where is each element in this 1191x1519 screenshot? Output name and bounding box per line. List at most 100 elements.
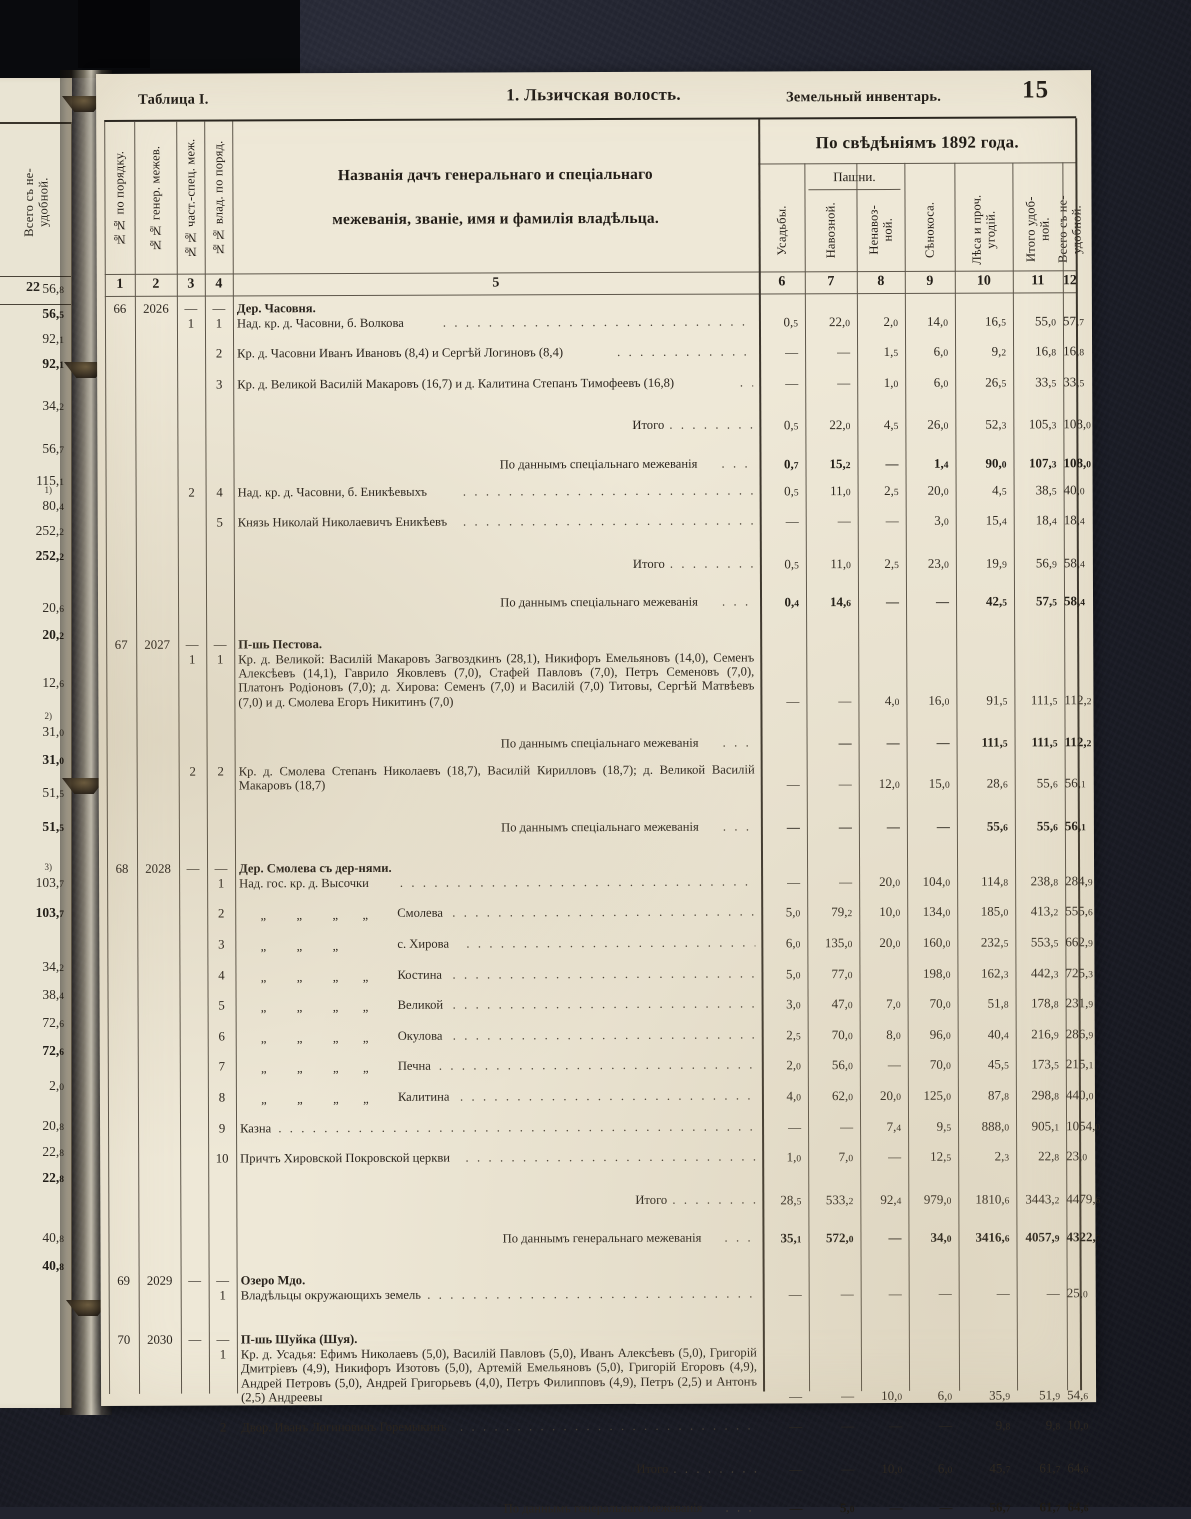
measure-value: — <box>789 1499 803 1515</box>
land-inventory-table: По свѣдѣніямъ 1892 года. Названія дачъ ге… <box>104 116 1101 1515</box>
measure-value: 555,6 <box>1065 903 1093 919</box>
general-survey-label: По даннымъ генеральнаго межеванія <box>502 1231 702 1246</box>
measure-value: 11,0 <box>830 482 851 498</box>
entry-owner-number: 1 <box>219 1288 226 1303</box>
entry-owner-description: Князь Николай Николаевичъ Еникѣевъ <box>237 514 448 530</box>
measure-column-header-label: Сѣнокоса. <box>922 201 937 258</box>
section-special-survey-number: — <box>188 1273 202 1288</box>
measure-value: 18,4 <box>1063 512 1085 528</box>
measure-value: 33,5 <box>1035 374 1057 390</box>
section-special-survey-number: — <box>185 637 199 652</box>
measure-value: 1,0 <box>786 1149 802 1165</box>
measure-value: 4479,6 <box>1066 1190 1101 1207</box>
section-heading: Дер. Часовня. <box>236 301 316 316</box>
measure-value: — <box>885 455 899 471</box>
entry-place-name: Смолева <box>397 906 444 921</box>
measure-value: 15,2 <box>829 456 851 472</box>
entry-owner-description: Кр. д. Великой: Василій Макаровъ Загвозд… <box>238 650 755 710</box>
measure-value: 10,0 <box>1067 1418 1089 1433</box>
entry-owner-number: 4 <box>216 485 223 500</box>
measure-value: — <box>838 735 852 751</box>
dot-leader: . . . . . . . . . . . . . . . . . <box>669 417 754 433</box>
measure-value: — <box>1046 1284 1060 1300</box>
measure-value: 23,0 <box>927 555 949 571</box>
measure-column-header-label: Усадьбы. <box>774 205 789 256</box>
measure-value: 55,0 <box>1034 312 1056 328</box>
measure-value: — <box>837 344 851 360</box>
measure-value: 2,0 <box>786 1057 801 1073</box>
measure-value: 2,0 <box>883 313 898 329</box>
dot-leader: . . . . . . . . . . . . . . . . . . . . … <box>442 314 753 330</box>
entry-owner-number: 3 <box>218 937 225 952</box>
section-owner-number: — <box>216 1332 230 1347</box>
measure-value: 33,5 <box>1063 374 1085 390</box>
table-horizontal-rule <box>808 188 901 191</box>
measure-column-header-label: Навозной. <box>823 202 838 259</box>
ditto-mark: „ <box>296 1031 303 1046</box>
measure-value: 96,0 <box>929 1026 951 1042</box>
measure-value: 26,0 <box>927 417 949 433</box>
measure-value: 3443,2 <box>1025 1191 1060 1207</box>
measure-value: 58,4 <box>1063 555 1085 571</box>
dot-leader: . . . . . . . . . . . . . . . . . . . . … <box>452 966 756 982</box>
measure-value: 7,4 <box>886 1118 902 1134</box>
dot-leader: . . . . . . . <box>724 1230 756 1245</box>
section-owner-number: — <box>212 301 226 316</box>
measure-value: — <box>841 1388 855 1404</box>
numbering-column-header: №№ влад. по поряд. <box>204 127 233 269</box>
measure-value: — <box>939 1499 953 1515</box>
entry-owner-description: Кр. д. Усадья: Ефимъ Николаевъ (5,0), Ва… <box>240 1345 758 1405</box>
entry-owner-description: Кр. д. Часовни Иванъ Ивановъ (8,4) и Сер… <box>237 345 564 361</box>
measure-value: 34,0 <box>930 1230 952 1246</box>
measure-value: 3,0 <box>786 996 801 1012</box>
dot-leader: . . . <box>739 375 753 390</box>
section-heading: Дер. Смолева съ дер-нями. <box>239 861 392 876</box>
ditto-mark: „ <box>332 1030 339 1045</box>
entry-owner-number: 2 <box>217 764 224 779</box>
measure-value: 10,0 <box>881 1460 903 1476</box>
ditto-mark: „ <box>260 1061 267 1076</box>
measure-value: — <box>840 1118 854 1134</box>
special-survey-label: По даннымъ спеціальнаго межеванія <box>499 456 698 472</box>
measure-value: — <box>841 1461 855 1477</box>
dot-leader: . . . . . . . . . . . . . . . . . . . . … <box>462 483 754 499</box>
section-order-number: 68 <box>115 862 129 877</box>
section-heading: Озеро Мдо. <box>240 1273 306 1288</box>
page-number: 15 <box>1022 76 1050 104</box>
column-number: 4 <box>215 276 223 292</box>
measure-value: 20,0 <box>879 873 901 889</box>
measure-value: — <box>996 1285 1010 1301</box>
entry-owner-description: Над. кр. д. Часовни, б. Волкова <box>236 315 404 331</box>
measure-value: 57,7 <box>1062 312 1084 328</box>
measure-value: 6,0 <box>937 1387 953 1403</box>
entry-special-survey-number: 1 <box>187 316 195 331</box>
entry-owner-number: 5 <box>218 998 225 1013</box>
measure-value: 111,5 <box>981 734 1008 750</box>
entry-owner-number: 9 <box>218 1121 226 1136</box>
measure-value: — <box>788 1285 802 1301</box>
ditto-mark: „ <box>296 939 303 954</box>
measure-value: 56,7 <box>989 1499 1011 1515</box>
column-number: 3 <box>187 276 195 292</box>
measure-value: 70,0 <box>831 1026 853 1042</box>
dot-leader: . . . . . . . . . . . . . . . . . <box>672 1192 757 1207</box>
dot-leader: . . . . . . . . . . . . . . . . . . . . … <box>452 904 756 921</box>
column-number: 11 <box>1031 273 1045 289</box>
measure-value: 15,4 <box>985 512 1007 528</box>
dot-leader: . . . . . . . . . . . . . . . . . . . . … <box>460 1418 757 1435</box>
dot-leader: . . . . . . . <box>721 456 753 471</box>
entry-owner-description: Над. гос. кр. д. Высочки <box>239 875 369 891</box>
measure-value: — <box>889 1418 903 1434</box>
measure-column-header-label: Ненавоз-ной. <box>866 205 895 255</box>
measure-value: 134,0 <box>922 904 951 920</box>
measure-value: 62,0 <box>831 1088 853 1104</box>
measure-column-header: Усадьбы. <box>758 193 804 267</box>
section-order-number: 69 <box>117 1273 131 1288</box>
measure-value: 553,5 <box>1030 934 1059 950</box>
measure-value: 9,8 <box>1045 1417 1061 1433</box>
entry-owner-number: 4 <box>218 968 225 983</box>
numbering-column-header: №№ част.-спец. меж. <box>176 128 205 270</box>
measure-value: — <box>789 1388 803 1404</box>
measure-value: — <box>786 693 800 709</box>
measure-value: 160,0 <box>922 934 951 950</box>
